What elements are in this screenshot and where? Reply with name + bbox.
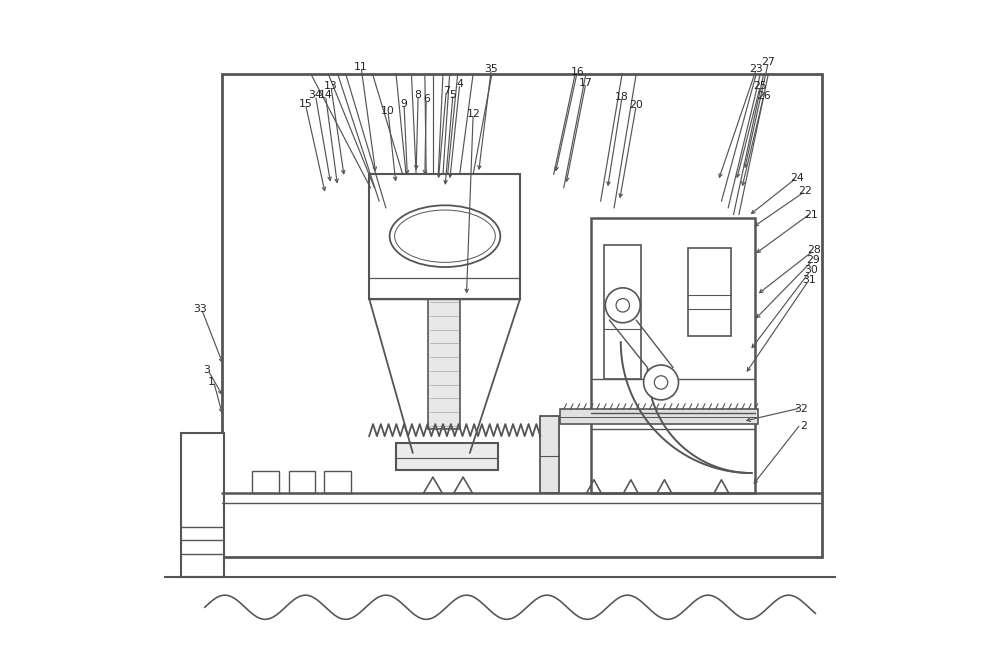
- Text: 10: 10: [381, 106, 395, 115]
- Text: 32: 32: [794, 405, 807, 414]
- Text: 2: 2: [800, 421, 807, 431]
- Text: 3: 3: [203, 366, 210, 375]
- Text: 24: 24: [790, 173, 803, 183]
- Text: 16: 16: [570, 68, 584, 77]
- Text: 6: 6: [423, 95, 430, 104]
- Text: 31: 31: [802, 276, 816, 285]
- Text: 35: 35: [484, 64, 498, 74]
- Circle shape: [616, 299, 630, 312]
- Bar: [591, 218, 755, 493]
- Text: 11: 11: [354, 62, 368, 72]
- Circle shape: [654, 376, 668, 389]
- Bar: [252, 471, 279, 493]
- Text: 26: 26: [757, 91, 771, 101]
- Text: 17: 17: [579, 79, 593, 88]
- Text: 30: 30: [804, 266, 818, 275]
- Text: 20: 20: [629, 101, 643, 110]
- Bar: [604, 245, 641, 379]
- Bar: [396, 443, 498, 470]
- Text: 15: 15: [299, 99, 312, 109]
- Text: 8: 8: [415, 91, 422, 100]
- Text: 7: 7: [443, 86, 450, 95]
- Text: 33: 33: [193, 304, 207, 313]
- Bar: [324, 471, 351, 493]
- Bar: [540, 416, 559, 493]
- Ellipse shape: [395, 210, 495, 262]
- Bar: [222, 74, 822, 557]
- Circle shape: [605, 288, 640, 323]
- Bar: [181, 433, 224, 577]
- Bar: [369, 174, 520, 299]
- Text: 13: 13: [324, 81, 338, 91]
- Bar: [436, 227, 473, 250]
- Ellipse shape: [390, 205, 500, 267]
- Bar: [428, 299, 460, 429]
- Text: 4: 4: [456, 79, 463, 89]
- Bar: [289, 471, 315, 493]
- Text: 28: 28: [807, 246, 821, 255]
- Circle shape: [644, 365, 678, 400]
- Text: 22: 22: [798, 187, 812, 196]
- Text: 5: 5: [450, 91, 456, 100]
- Text: 21: 21: [804, 210, 818, 219]
- Text: 12: 12: [466, 109, 480, 119]
- Bar: [560, 409, 758, 424]
- Text: 29: 29: [806, 256, 820, 265]
- Text: 25: 25: [753, 81, 767, 91]
- Text: 9: 9: [401, 99, 407, 109]
- Text: 1: 1: [208, 378, 215, 387]
- Bar: [688, 248, 731, 336]
- Text: 34: 34: [309, 91, 322, 100]
- Text: 27: 27: [762, 57, 775, 66]
- Text: 23: 23: [749, 64, 763, 74]
- Text: 14: 14: [319, 91, 332, 100]
- Text: 18: 18: [615, 92, 629, 101]
